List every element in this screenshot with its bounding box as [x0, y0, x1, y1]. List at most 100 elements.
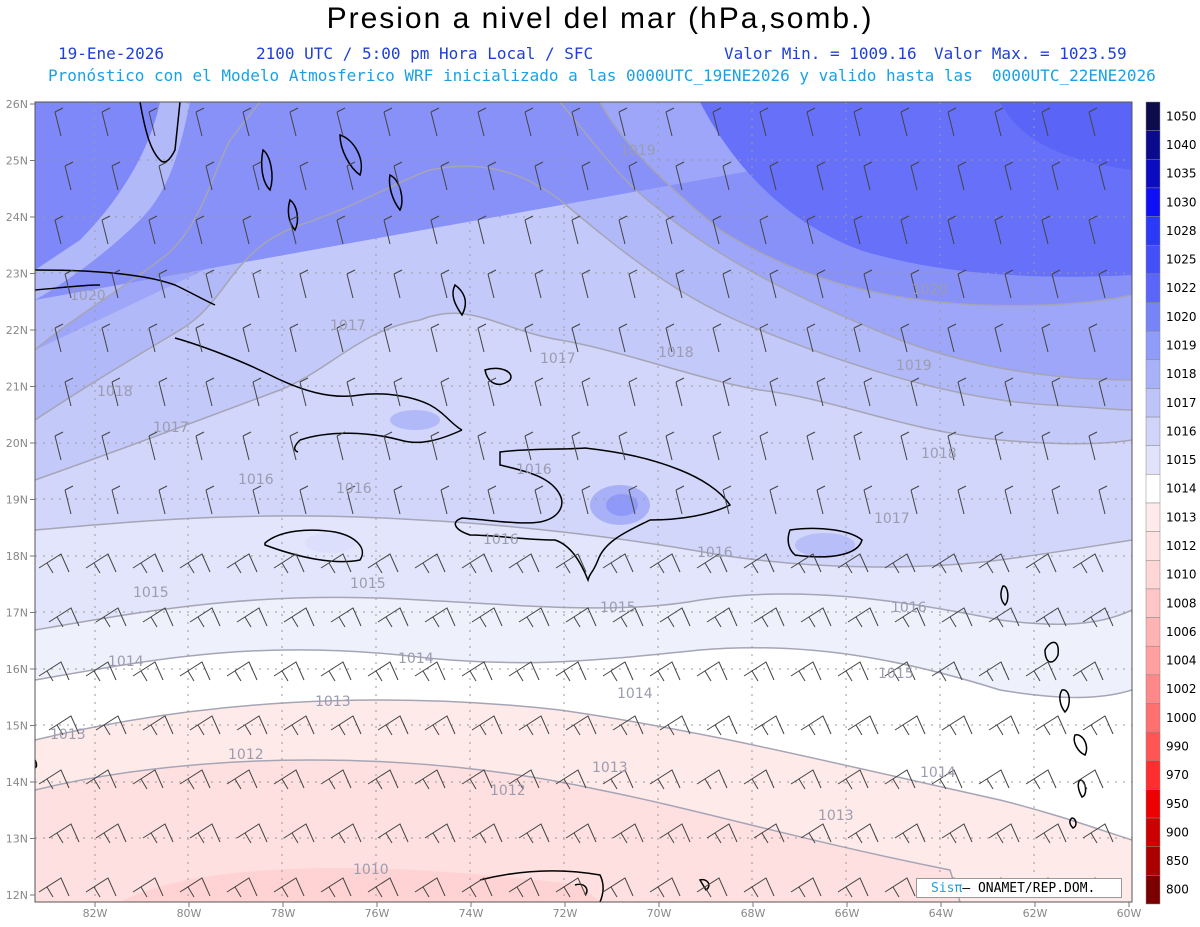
wind-barb [132, 769, 164, 790]
lat-label: 16N [6, 663, 28, 676]
wind-barb [85, 877, 117, 898]
wind-barb [743, 877, 775, 898]
wind-barb [477, 107, 487, 137]
wind-barb [414, 553, 446, 574]
wind-barb [48, 715, 80, 736]
wind-barb [1004, 269, 1014, 299]
isobar-label: 1016 [483, 532, 519, 548]
wind-barb [884, 553, 916, 574]
wind-barb [618, 107, 628, 137]
wind-barb [957, 377, 967, 407]
wind-barb [978, 553, 1010, 574]
wind-barb [706, 823, 738, 844]
wind-barb [994, 107, 1004, 137]
wind-barb [1041, 323, 1051, 353]
isobar-label: 1015 [350, 576, 386, 592]
wind-barb [884, 661, 916, 682]
wind-barb [847, 607, 879, 628]
isobar-label: 1016 [697, 545, 733, 561]
wind-barb [377, 823, 409, 844]
forecast-date: 19-Ene-2026 [58, 44, 164, 63]
wind-barb [910, 269, 920, 299]
wind-barb [367, 661, 399, 682]
wind-barb [957, 269, 967, 299]
wind-barb [696, 661, 728, 682]
colorbar-swatch [1145, 273, 1161, 303]
wind-barb [330, 823, 362, 844]
wind-barb [706, 607, 738, 628]
wind-barb [628, 269, 638, 299]
wind-barb [471, 715, 503, 736]
wind-barb [759, 107, 769, 137]
wind-barb [487, 161, 497, 191]
wind-barb [565, 823, 597, 844]
wind-barb [242, 215, 252, 245]
wind-barb [712, 107, 722, 137]
isobar-label: 1014 [617, 686, 653, 702]
wind-barb [205, 161, 215, 191]
wind-barb [931, 553, 963, 574]
wind-barb [602, 553, 634, 574]
colorbar-label: 1008 [1166, 596, 1197, 610]
lat-label: 12N [6, 889, 28, 902]
colorbar-label: 1006 [1166, 625, 1197, 639]
latitude-axis: 26N 25N 24N 23N 22N 21N 20N 19N 18N 17N 16N 15N 14N 1… [6, 98, 35, 902]
colorbar-swatch [1145, 101, 1161, 131]
wind-barb [957, 161, 967, 191]
wind-barb [54, 323, 64, 353]
wind-barb [800, 823, 832, 844]
colorbar-swatch [1145, 674, 1161, 704]
wind-barb [393, 377, 403, 407]
wind-barb [226, 553, 258, 574]
wind-barb [571, 431, 581, 461]
wind-barb [38, 877, 70, 898]
isobar-label: 1016 [516, 462, 552, 478]
colorbar-label: 1017 [1166, 396, 1197, 410]
isobar-label: 1015 [133, 585, 169, 601]
wind-barb [988, 715, 1020, 736]
wind-barb [289, 323, 299, 353]
wind-barb [424, 823, 456, 844]
wind-barb [665, 107, 675, 137]
wind-barb [461, 877, 493, 898]
wind-barb [759, 215, 769, 245]
wind-barb [477, 215, 487, 245]
wind-barb [581, 161, 591, 191]
isobar-label: 1013 [818, 808, 854, 824]
wind-barb [659, 823, 691, 844]
colorbar-label: 1040 [1166, 138, 1197, 152]
lon-label: 60W [1117, 907, 1142, 920]
lon-label: 68W [741, 907, 766, 920]
wind-barb [430, 431, 440, 461]
wind-barb [440, 161, 450, 191]
wind-barb [722, 269, 732, 299]
wind-barb [252, 269, 262, 299]
wind-barb [236, 607, 268, 628]
wind-barb [978, 661, 1010, 682]
wind-barb [252, 485, 262, 515]
wind-barb [853, 431, 863, 461]
wind-barb [320, 553, 352, 574]
wind-barb [424, 607, 456, 628]
wind-barb [38, 661, 70, 682]
wind-barb [336, 215, 346, 245]
wind-barb [85, 553, 117, 574]
wind-barb [696, 769, 728, 790]
wind-barb [534, 161, 544, 191]
wind-barb [1072, 553, 1104, 574]
wind-barb [618, 431, 628, 461]
wind-barb [900, 323, 910, 353]
wind-barb [383, 107, 393, 137]
wind-barb [941, 715, 973, 736]
wind-barb [565, 607, 597, 628]
wind-barb [524, 323, 534, 353]
wind-barb [1004, 485, 1014, 515]
wind-barb [111, 161, 121, 191]
colorbar-swatch [1145, 187, 1161, 217]
wind-barb [299, 161, 309, 191]
wind-barb [863, 485, 873, 515]
wind-barb [722, 377, 732, 407]
isobar-label: 1016 [336, 481, 372, 497]
wind-barb [1004, 377, 1014, 407]
wind-barb [430, 323, 440, 353]
